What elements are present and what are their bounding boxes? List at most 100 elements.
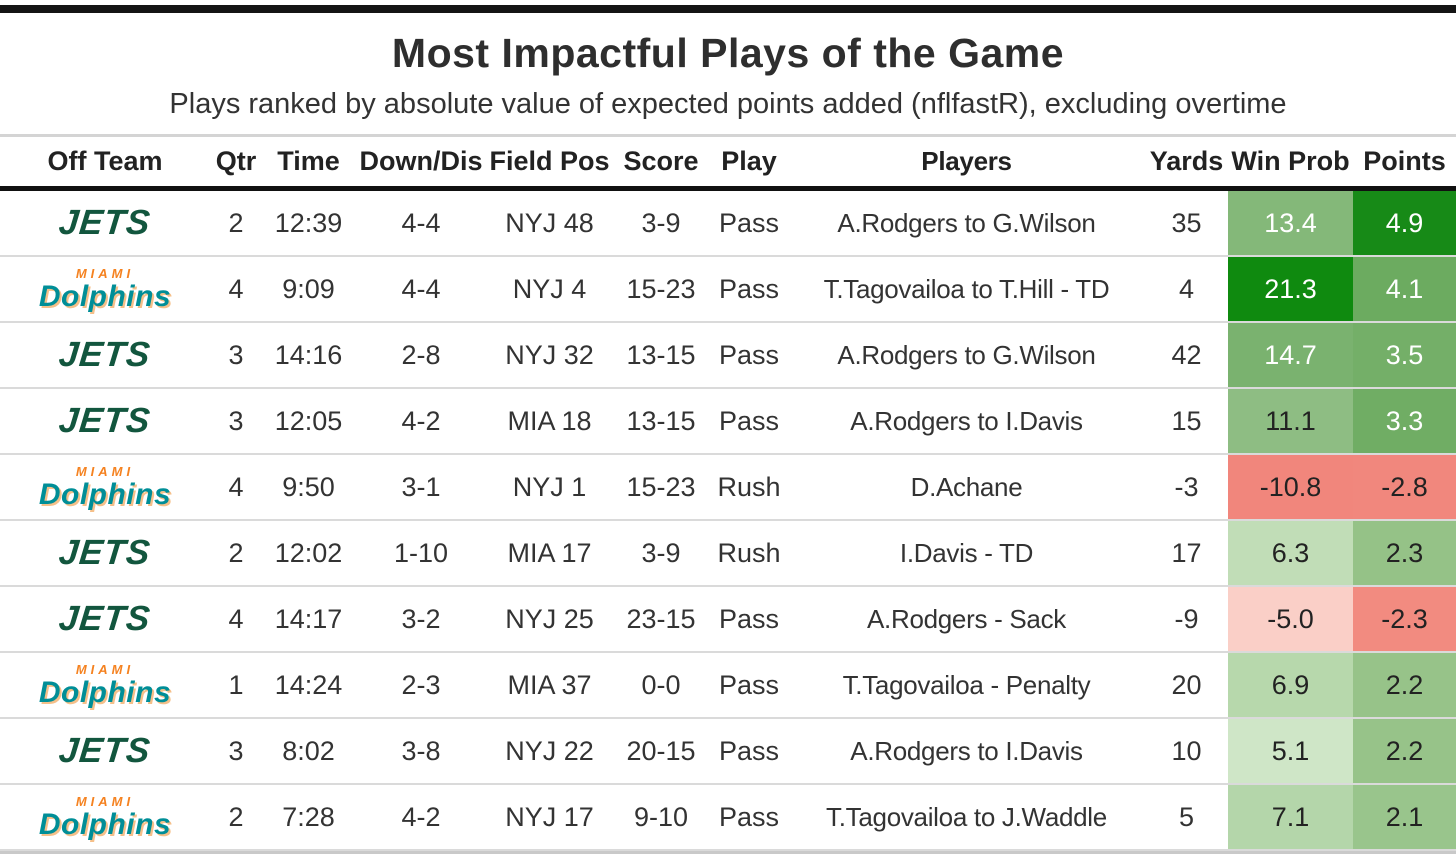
jets-wordmark: JETS (57, 335, 153, 374)
down-dis-cell: 3-8 (401, 735, 441, 766)
field-pos-cell: MIA 18 (507, 405, 592, 436)
points-cell: 2.1 (1353, 785, 1456, 849)
score-cell: 0-0 (641, 669, 681, 700)
qtr-cell: 3 (228, 405, 244, 436)
dolphins-logo: MIAMI Dolphins (0, 257, 210, 321)
down-dis-cell: 4-4 (401, 207, 441, 238)
field-pos-cell: NYJ 25 (505, 603, 594, 634)
column-header-down-dis: Down/Dis (359, 146, 483, 176)
down-dis-cell: 4-2 (401, 405, 441, 436)
table-row: JETS 2 12:02 1-10 MIA 17 3-9 Rush I.Davis - TD 1… (0, 521, 1456, 587)
play-cell: Pass (718, 405, 780, 436)
header-divider (0, 134, 1456, 137)
dolphins-script: Dolphins (38, 279, 172, 313)
score-cell: 15-23 (626, 471, 696, 502)
yards-cell: 4 (1178, 273, 1195, 304)
players-cell: I.Davis - TD (899, 537, 1034, 568)
dolphins-miami-label: MIAMI (75, 463, 135, 479)
table-row: MIAMI Dolphins 2 7:28 4-2 NYJ 17 9-10 Pass T.Tag… (0, 785, 1456, 851)
win-prob-cell: -10.8 (1228, 455, 1353, 519)
play-cell: Pass (718, 339, 780, 370)
play-cell: Rush (717, 471, 781, 502)
table-row: JETS 3 8:02 3-8 NYJ 22 20-15 Pass A.Rodgers to … (0, 719, 1456, 785)
win-prob-cell: 11.1 (1228, 389, 1353, 453)
time-cell: 7:28 (282, 801, 335, 832)
play-cell: Pass (718, 669, 780, 700)
time-cell: 9:50 (282, 471, 335, 502)
players-cell: T.Tagovailoa - Penalty (842, 669, 1091, 700)
play-cell: Pass (718, 603, 780, 634)
play-cell: Pass (718, 207, 780, 238)
down-dis-cell: 2-8 (401, 339, 441, 370)
jets-logo: JETS (0, 191, 210, 255)
yards-cell: -9 (1174, 603, 1199, 634)
points-cell: 3.5 (1353, 323, 1456, 387)
points-cell: -2.3 (1353, 587, 1456, 651)
field-pos-cell: NYJ 22 (505, 735, 594, 766)
dolphins-logo: MIAMI Dolphins (0, 455, 210, 519)
qtr-cell: 2 (228, 207, 244, 238)
column-header-field-pos: Field Pos (489, 146, 610, 176)
score-cell: 13-15 (626, 405, 696, 436)
dolphins-wordmark: MIAMI Dolphins (39, 267, 171, 312)
points-cell: -2.8 (1353, 455, 1456, 519)
table-header-row: Off Team Qtr Time Down/Dis Field Pos Sco… (0, 137, 1456, 191)
down-dis-cell: 4-4 (401, 273, 441, 304)
win-prob-cell: 13.4 (1228, 191, 1353, 255)
time-cell: 12:02 (274, 537, 343, 568)
qtr-cell: 4 (228, 603, 244, 634)
qtr-cell: 2 (228, 801, 244, 832)
win-prob-cell: 14.7 (1228, 323, 1353, 387)
dolphins-logo: MIAMI Dolphins (0, 785, 210, 849)
players-cell: D.Achane (910, 471, 1023, 502)
qtr-cell: 1 (228, 669, 244, 700)
jets-logo: JETS (0, 587, 210, 651)
play-cell: Rush (717, 537, 781, 568)
field-pos-cell: NYJ 4 (512, 273, 587, 304)
players-cell: A.Rodgers to G.Wilson (837, 339, 1096, 370)
column-header-yards: Yards (1149, 146, 1224, 176)
qtr-cell: 2 (228, 537, 244, 568)
yards-cell: 17 (1171, 537, 1202, 568)
table-row: MIAMI Dolphins 4 9:50 3-1 NYJ 1 15-23 Rush D.Ach… (0, 455, 1456, 521)
dolphins-script: Dolphins (38, 477, 172, 511)
dolphins-miami-label: MIAMI (75, 265, 135, 281)
time-cell: 14:16 (274, 339, 343, 370)
field-pos-cell: MIA 17 (507, 537, 592, 568)
score-cell: 23-15 (626, 603, 696, 634)
yards-cell: 5 (1178, 801, 1195, 832)
yards-cell: -3 (1174, 471, 1199, 502)
field-pos-cell: NYJ 17 (505, 801, 594, 832)
page-title: Most Impactful Plays of the Game (391, 30, 1065, 76)
points-cell: 2.3 (1353, 521, 1456, 585)
column-header-score: Score (623, 146, 699, 176)
points-cell: 4.9 (1353, 191, 1456, 255)
down-dis-cell: 2-3 (401, 669, 441, 700)
dolphins-wordmark: MIAMI Dolphins (39, 795, 171, 840)
qtr-cell: 4 (228, 471, 244, 502)
down-dis-cell: 1-10 (393, 537, 449, 568)
win-prob-cell: 5.1 (1228, 719, 1353, 783)
dolphins-miami-label: MIAMI (75, 661, 135, 677)
qtr-cell: 3 (228, 735, 244, 766)
column-header-players: Players (921, 146, 1012, 176)
top-divider (0, 5, 1456, 13)
time-cell: 14:24 (274, 669, 343, 700)
time-cell: 9:09 (282, 273, 335, 304)
dolphins-wordmark: MIAMI Dolphins (39, 465, 171, 510)
win-prob-cell: -5.0 (1228, 587, 1353, 651)
jets-logo: JETS (0, 719, 210, 783)
field-pos-cell: MIA 37 (507, 669, 592, 700)
time-cell: 12:39 (274, 207, 343, 238)
table-row: MIAMI Dolphins 4 9:09 4-4 NYJ 4 15-23 Pass T.Tag… (0, 257, 1456, 323)
table-row: JETS 2 12:39 4-4 NYJ 48 3-9 Pass A.Rodgers to G… (0, 191, 1456, 257)
column-header-time: Time (277, 146, 340, 176)
table-row: JETS 3 14:16 2-8 NYJ 32 13-15 Pass A.Rodgers to… (0, 323, 1456, 389)
players-cell: T.Tagovailoa to T.Hill - TD (823, 273, 1110, 304)
players-cell: T.Tagovailoa to J.Waddle (826, 801, 1107, 832)
play-cell: Pass (718, 801, 780, 832)
players-cell: A.Rodgers to I.Davis (850, 735, 1083, 766)
points-cell: 3.3 (1353, 389, 1456, 453)
column-header-off-team: Off Team (47, 146, 163, 176)
field-pos-cell: NYJ 48 (505, 207, 594, 238)
